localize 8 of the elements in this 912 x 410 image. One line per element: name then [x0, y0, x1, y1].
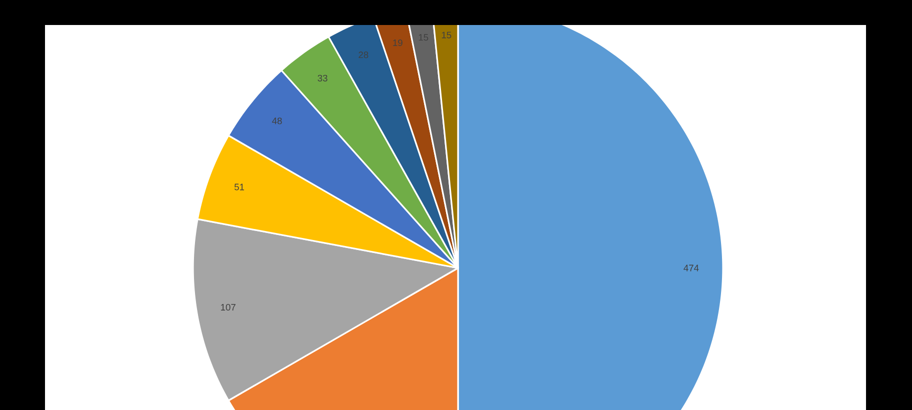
- data-label: 28: [358, 52, 368, 58]
- data-label: 33: [318, 74, 328, 82]
- data-label: 107: [221, 304, 236, 311]
- data-label: 474: [684, 264, 699, 272]
- data-label: 19: [393, 39, 402, 46]
- data-label: 51: [234, 184, 244, 190]
- data-label: 48: [272, 118, 282, 124]
- data-label: 15: [442, 32, 452, 38]
